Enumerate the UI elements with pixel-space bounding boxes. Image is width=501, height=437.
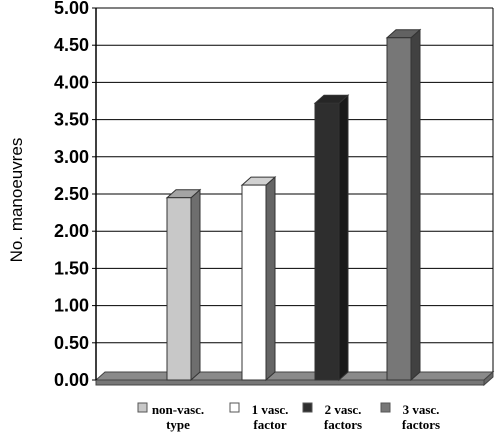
legend-label: factors — [402, 417, 440, 432]
chart-floor — [94, 370, 495, 387]
bar-front — [166, 197, 192, 381]
bars — [165, 28, 422, 382]
legend-label: 3 vasc. — [403, 402, 440, 417]
y-tick-label: 2.50 — [54, 184, 89, 204]
y-axis-label: No. manoeuvres — [7, 138, 26, 263]
floor-top — [94, 371, 495, 381]
y-tick-label: 3.50 — [54, 110, 89, 130]
legend-item-3: 2 vasc.factors — [302, 402, 362, 432]
legend-swatch — [137, 402, 148, 413]
y-tick-labels: 0.00 0.50 1.00 1.50 2.00 2.50 3.00 3.50 4.00 4.50… — [54, 0, 89, 390]
y-tick-label: 4.00 — [54, 72, 89, 92]
bar-side — [265, 175, 276, 382]
bar-side — [190, 188, 201, 382]
y-tick-label: 0.00 — [54, 370, 89, 390]
legend-item-2: 1 vasc.factor — [229, 402, 289, 432]
y-tick-label: 0.50 — [54, 333, 89, 353]
legend-swatch — [302, 402, 313, 413]
legend-item-1: non-vasc.type — [137, 402, 204, 432]
y-tick-label: 4.50 — [54, 35, 89, 55]
legend-swatch — [229, 402, 240, 413]
bar-front — [314, 102, 340, 381]
bar-2 — [240, 175, 277, 382]
legend-label: factor — [253, 417, 286, 432]
bar-side — [338, 94, 349, 382]
legend-label: factors — [324, 417, 362, 432]
bar-front — [241, 184, 267, 381]
bar-3 — [313, 94, 350, 382]
y-tick-label: 1.50 — [54, 258, 89, 278]
bar-1 — [165, 188, 202, 382]
floor-side — [483, 370, 494, 387]
floor-front — [95, 379, 485, 386]
legend-label: non-vasc. — [152, 402, 204, 417]
legend-label: 1 vasc. — [252, 402, 289, 417]
y-tick-label: 2.00 — [54, 221, 89, 241]
legend-swatch — [380, 402, 391, 413]
bar-side — [410, 28, 421, 382]
legend-item-4: 3 vasc.factors — [380, 402, 440, 432]
bar-4 — [385, 28, 422, 382]
gridlines — [96, 7, 493, 344]
legend-label: type — [166, 417, 190, 432]
y-tick-label: 5.00 — [54, 0, 89, 18]
legend-label: 2 vasc. — [325, 402, 362, 417]
axes — [92, 7, 494, 381]
y-tick-label: 3.00 — [54, 147, 89, 167]
bar-front — [386, 37, 412, 381]
y-tick-label: 1.00 — [54, 296, 89, 316]
